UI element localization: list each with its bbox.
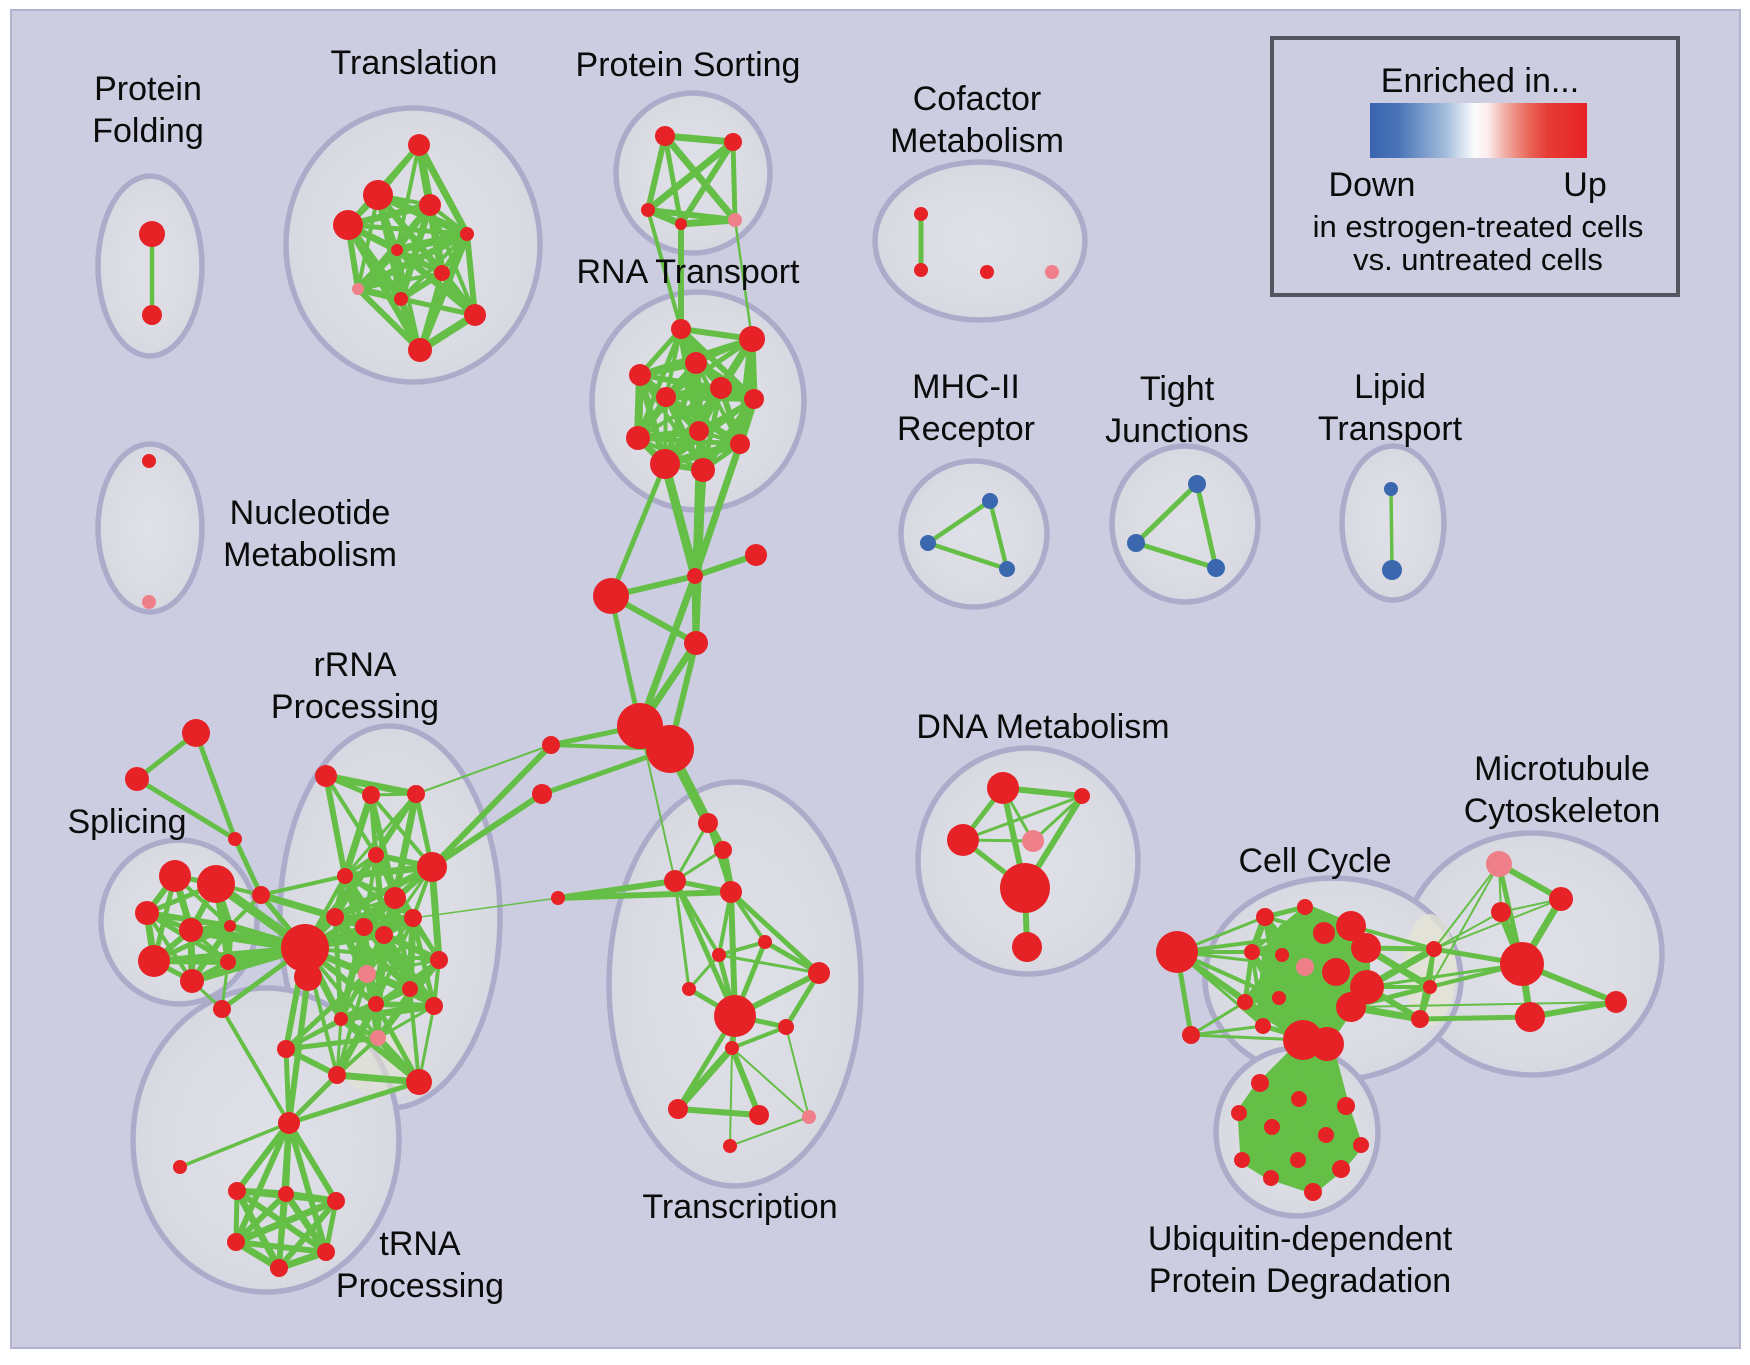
svg-text:vs. untreated cells: vs. untreated cells bbox=[1353, 242, 1603, 277]
svg-text:Cytoskeleton: Cytoskeleton bbox=[1464, 792, 1661, 830]
svg-text:Folding: Folding bbox=[92, 112, 204, 150]
svg-text:Lipid: Lipid bbox=[1354, 368, 1426, 406]
svg-text:Junctions: Junctions bbox=[1105, 412, 1249, 450]
svg-text:Transport: Transport bbox=[1318, 410, 1463, 448]
svg-text:Ubiquitin-dependent: Ubiquitin-dependent bbox=[1148, 1220, 1453, 1258]
svg-text:Up: Up bbox=[1563, 166, 1606, 204]
svg-text:Down: Down bbox=[1329, 166, 1416, 204]
svg-text:Enriched in...: Enriched in... bbox=[1381, 62, 1579, 100]
svg-text:RNA Transport: RNA Transport bbox=[577, 253, 801, 291]
svg-text:Splicing: Splicing bbox=[67, 803, 186, 841]
svg-text:MHC-II: MHC-II bbox=[912, 368, 1020, 406]
svg-text:Protein: Protein bbox=[94, 70, 202, 108]
svg-text:in estrogen-treated cells: in estrogen-treated cells bbox=[1313, 209, 1644, 244]
svg-text:Processing: Processing bbox=[271, 688, 439, 726]
svg-text:Nucleotide: Nucleotide bbox=[230, 494, 391, 532]
svg-text:DNA Metabolism: DNA Metabolism bbox=[916, 708, 1169, 746]
svg-text:Metabolism: Metabolism bbox=[223, 536, 397, 574]
svg-text:rRNA: rRNA bbox=[313, 646, 396, 684]
svg-text:Cofactor: Cofactor bbox=[913, 80, 1042, 118]
svg-text:Translation: Translation bbox=[331, 44, 498, 82]
svg-text:Tight: Tight bbox=[1140, 370, 1215, 408]
svg-text:Processing: Processing bbox=[336, 1267, 504, 1305]
svg-text:Receptor: Receptor bbox=[897, 410, 1035, 448]
svg-text:Cell Cycle: Cell Cycle bbox=[1238, 842, 1391, 880]
svg-text:Protein Sorting: Protein Sorting bbox=[576, 46, 801, 84]
svg-text:Protein Degradation: Protein Degradation bbox=[1149, 1262, 1451, 1300]
svg-text:Microtubule: Microtubule bbox=[1474, 750, 1650, 788]
svg-text:tRNA: tRNA bbox=[379, 1225, 461, 1263]
svg-text:Transcription: Transcription bbox=[642, 1188, 837, 1226]
svg-text:Metabolism: Metabolism bbox=[890, 122, 1064, 160]
